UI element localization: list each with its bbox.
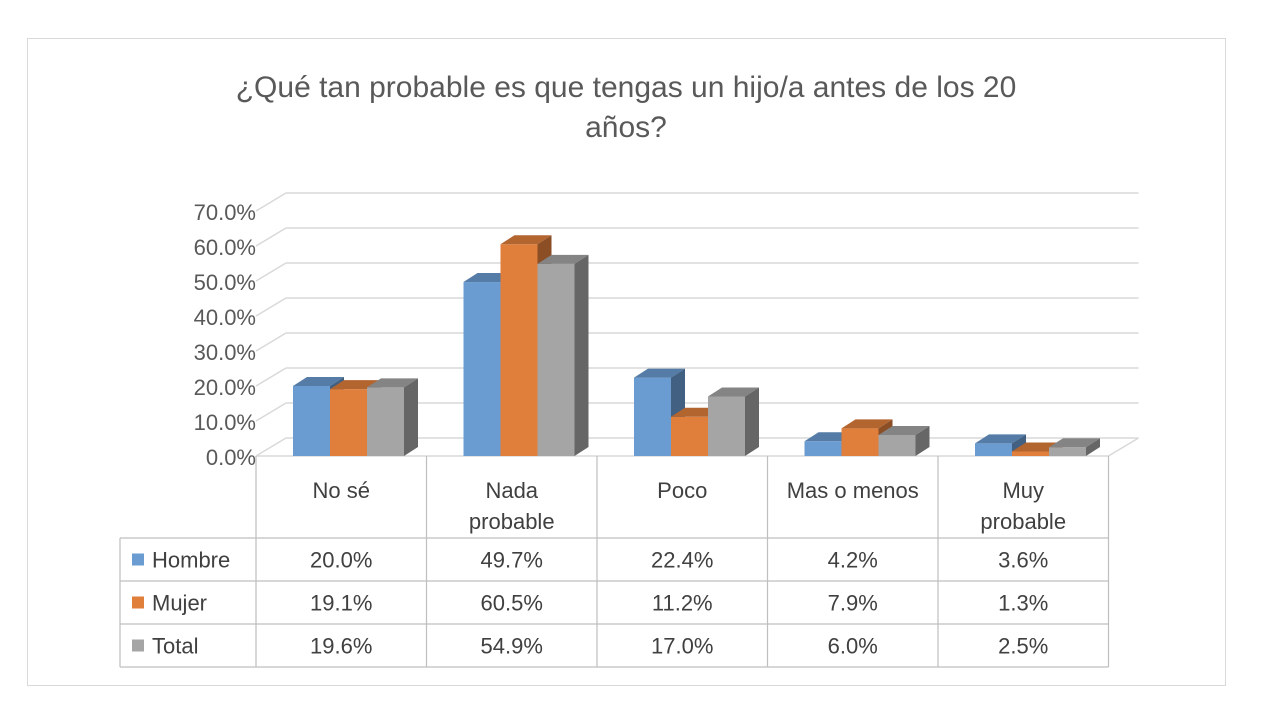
gridline-side xyxy=(255,192,287,212)
bar xyxy=(463,282,501,456)
y-tick-label: 20.0% xyxy=(194,375,256,400)
data-label: 20.0% xyxy=(310,548,372,573)
bar-top xyxy=(500,235,552,245)
chart-title-line-2: años? xyxy=(585,111,667,144)
bar xyxy=(841,428,879,456)
y-tick-label: 60.0% xyxy=(194,235,256,260)
x-tick-label: Nada xyxy=(485,478,538,503)
gridline-side xyxy=(255,262,287,282)
data-label: 19.6% xyxy=(310,634,372,659)
bar-top xyxy=(1049,438,1100,448)
data-label: 3.6% xyxy=(998,548,1048,573)
data-label: 60.5% xyxy=(481,591,543,616)
bar xyxy=(537,263,575,456)
y-tick-label: 40.0% xyxy=(194,305,256,330)
x-tick-label: No sé xyxy=(313,478,370,503)
bar-side xyxy=(915,426,930,456)
gridline-side xyxy=(255,297,287,317)
gridline-side xyxy=(255,367,287,387)
gridline-side xyxy=(255,402,287,422)
legend-label: Mujer xyxy=(152,591,207,616)
bar-side xyxy=(745,387,759,456)
bar-side xyxy=(574,254,589,456)
legend-label: Total xyxy=(152,634,198,659)
legend-swatch xyxy=(132,553,144,566)
bar-top xyxy=(634,368,685,378)
bar xyxy=(293,386,330,456)
data-label: 54.9% xyxy=(481,634,543,659)
y-tick-label: 30.0% xyxy=(194,340,256,365)
bar xyxy=(878,435,916,456)
bar xyxy=(1012,451,1049,456)
legend-label: Hombre xyxy=(152,548,230,573)
x-tick-label: Mas o menos xyxy=(787,478,919,503)
bar xyxy=(367,387,404,456)
chart-title: ¿Qué tan probable es que tengas un hijo/… xyxy=(0,68,1252,148)
chart-frame xyxy=(27,38,1226,686)
data-label: 1.3% xyxy=(998,591,1048,616)
y-tick-label: 50.0% xyxy=(194,270,256,295)
bar xyxy=(634,377,671,456)
data-label: 6.0% xyxy=(828,634,878,659)
bar xyxy=(708,396,745,456)
bar-side xyxy=(404,378,418,456)
bar-top xyxy=(708,387,759,397)
x-tick-label: probable xyxy=(469,509,555,534)
bar-top xyxy=(293,377,344,386)
bar xyxy=(330,389,367,456)
x-tick-label: Poco xyxy=(657,478,707,503)
bar-top xyxy=(367,378,418,388)
data-label: 22.4% xyxy=(651,548,713,573)
y-tick-label: 0.0% xyxy=(206,445,256,470)
gridline-side xyxy=(255,437,287,457)
legend-swatch xyxy=(132,639,144,652)
data-label: 19.1% xyxy=(310,591,372,616)
x-tick-label: Muy xyxy=(1002,478,1044,503)
data-label: 2.5% xyxy=(998,634,1048,659)
bar-top xyxy=(841,419,893,429)
legend-swatch xyxy=(132,596,144,609)
data-label: 49.7% xyxy=(481,548,543,573)
data-label: 4.2% xyxy=(828,548,878,573)
data-label: 17.0% xyxy=(651,634,713,659)
y-tick-label: 10.0% xyxy=(194,410,256,435)
data-label: 11.2% xyxy=(652,591,713,616)
y-tick-label: 70.0% xyxy=(194,200,256,225)
bar-top xyxy=(878,426,930,435)
bar-side xyxy=(1086,438,1100,456)
bar xyxy=(975,443,1012,456)
bar-top xyxy=(537,254,589,264)
x-tick-label: probable xyxy=(980,509,1066,534)
gridline-side xyxy=(255,227,287,247)
bar xyxy=(1049,447,1086,456)
bar xyxy=(671,416,708,456)
bar xyxy=(500,244,538,456)
gridline-side xyxy=(255,332,287,352)
floor-edge-right xyxy=(1108,437,1139,457)
bar xyxy=(804,441,842,456)
data-label: 7.9% xyxy=(828,591,878,616)
bar-top xyxy=(975,434,1026,444)
chart-title-line-1: ¿Qué tan probable es que tengas un hijo/… xyxy=(235,71,1017,104)
